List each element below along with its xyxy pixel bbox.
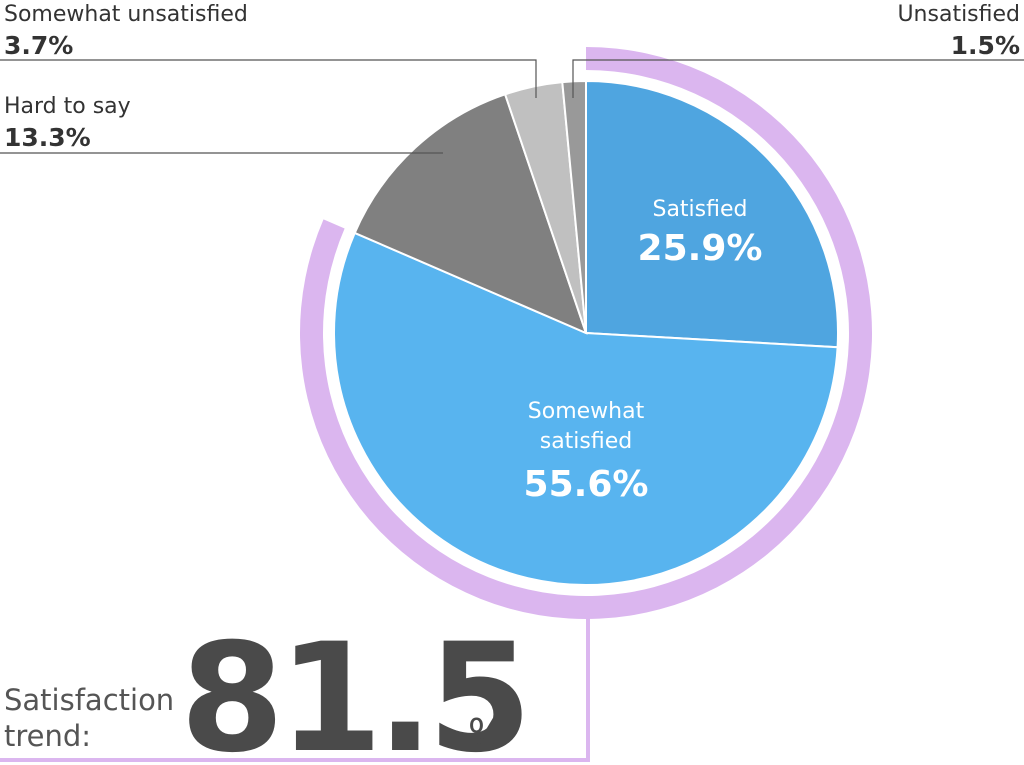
label-somewhat-unsatisfied-name: Somewhat unsatisfied	[4, 2, 248, 27]
label-unsatisfied-value: 1.5%	[951, 31, 1020, 60]
label-somewhat-satisfied-name-line2: satisfied	[540, 429, 633, 454]
trend-value: 81.5	[180, 612, 526, 765]
slice-satisfied	[585, 79, 839, 349]
trend-bracket-line	[0, 618, 590, 762]
label-satisfied-name: Satisfied	[652, 197, 747, 222]
trend-unit: %	[468, 711, 504, 755]
trend-label-line1: Satisfaction	[4, 683, 174, 717]
slice-hard-to-say	[353, 93, 588, 335]
label-somewhat-satisfied-name-line1: Somewhat	[528, 399, 645, 424]
label-satisfied-value: 25.9%	[638, 228, 763, 269]
slice-unsatisfied	[561, 79, 587, 334]
label-somewhat-satisfied-value: 55.6%	[524, 464, 649, 505]
label-somewhat-unsatisfied-value: 3.7%	[4, 31, 73, 60]
leader-line-unsatisfied	[572, 59, 1024, 98]
trend-label-line2: trend:	[4, 719, 91, 753]
label-hard-to-say-name: Hard to say	[4, 94, 131, 119]
leader-line-somewhat-unsatisfied	[0, 59, 537, 98]
slice-somewhat-satisfied	[333, 231, 839, 587]
pie-slices	[333, 79, 839, 587]
label-hard-to-say-value: 13.3%	[4, 123, 91, 152]
label-unsatisfied-name: Unsatisfied	[897, 2, 1020, 27]
leader-lines	[0, 59, 1024, 154]
